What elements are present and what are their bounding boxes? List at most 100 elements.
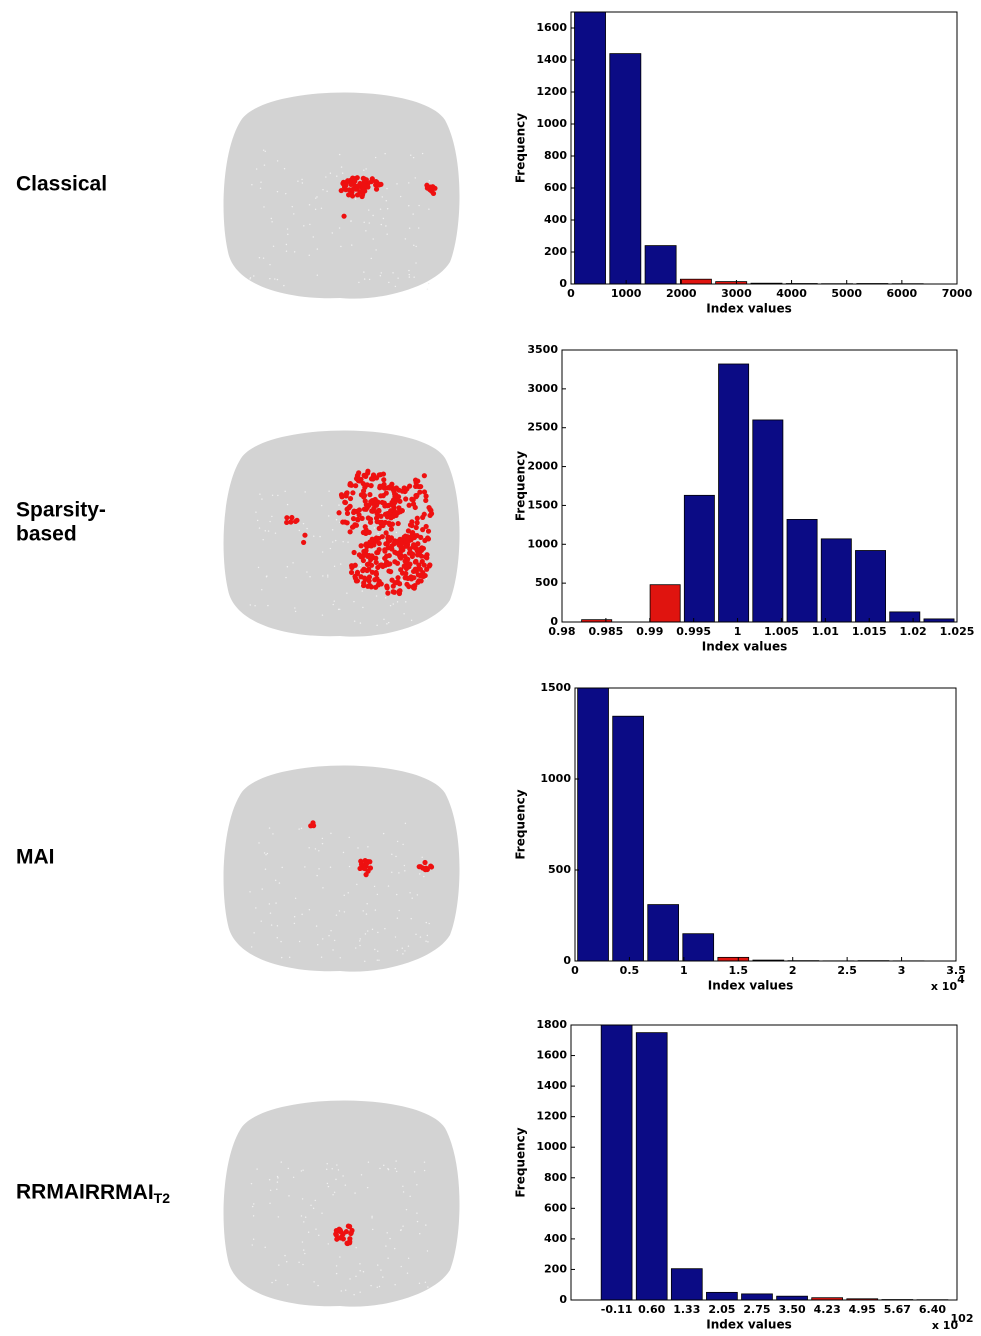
mesh-node: [251, 1183, 252, 1184]
mesh-node: [265, 854, 266, 855]
mesh-node: [336, 1164, 337, 1165]
mesh-node: [383, 1165, 384, 1166]
active-source: [415, 552, 420, 557]
mesh-node: [418, 205, 419, 206]
x-tick-label: 0.985: [588, 625, 623, 638]
active-source: [400, 489, 405, 494]
mesh-node: [261, 920, 262, 921]
mesh-node: [377, 1264, 378, 1265]
active-source: [425, 535, 430, 540]
mesh-node: [270, 913, 271, 914]
mesh-node: [292, 562, 293, 563]
active-source: [356, 470, 361, 475]
mesh-node: [275, 1280, 276, 1281]
active-source: [354, 523, 359, 528]
active-source: [397, 581, 402, 586]
bar: [574, 12, 605, 284]
mesh-node: [263, 150, 264, 151]
mesh-node: [413, 245, 414, 246]
bar: [706, 1292, 737, 1300]
mesh-node: [429, 180, 430, 181]
mesh-node: [405, 823, 406, 824]
mesh-node: [271, 221, 272, 222]
y-tick-label: 2500: [527, 421, 558, 434]
active-source: [302, 533, 307, 538]
mesh-node: [424, 1170, 425, 1171]
mesh-node: [251, 946, 252, 947]
active-source: [381, 477, 386, 482]
mesh-node: [359, 940, 360, 941]
y-axis-label: Frequency: [514, 113, 528, 183]
mesh-node: [260, 188, 261, 189]
mesh-node: [428, 923, 429, 924]
active-source: [373, 182, 378, 187]
active-source: [334, 1232, 339, 1237]
mesh-node: [348, 892, 349, 893]
mesh-node: [424, 1161, 425, 1162]
x-tick-label: 0.5: [620, 964, 640, 977]
mesh-node: [395, 856, 396, 857]
mesh-node: [309, 204, 310, 205]
active-source: [368, 517, 373, 522]
mesh-node: [408, 205, 409, 206]
mesh-node: [322, 887, 323, 888]
active-source: [367, 561, 372, 566]
mesh-node: [278, 1216, 279, 1217]
mesh-node: [286, 1261, 287, 1262]
mesh-node: [375, 157, 376, 158]
mesh-node: [281, 957, 282, 958]
mesh-node: [387, 1232, 388, 1233]
mesh-node: [351, 244, 352, 245]
head-surface: [224, 430, 460, 636]
mesh-node: [284, 1255, 285, 1256]
mesh-node: [338, 609, 339, 610]
active-source: [367, 492, 372, 497]
active-source: [381, 493, 386, 498]
mesh-node: [322, 838, 323, 839]
mesh-node: [365, 933, 366, 934]
y-tick-label: 400: [544, 1232, 567, 1245]
active-source: [363, 524, 368, 529]
mesh-node: [301, 179, 302, 180]
mesh-node: [408, 1258, 409, 1259]
mesh-node: [309, 576, 310, 577]
bar: [683, 934, 714, 961]
mesh-node: [287, 1284, 288, 1285]
mesh-node: [334, 600, 335, 601]
mesh-node: [277, 937, 278, 938]
mesh-node: [277, 191, 278, 192]
x-multiplier-exponent: 102: [951, 1312, 974, 1325]
mesh-node: [402, 1186, 403, 1187]
mesh-node: [371, 258, 372, 259]
active-source: [362, 576, 367, 581]
mesh-node: [259, 527, 260, 528]
mesh-node: [277, 160, 278, 161]
active-source: [378, 563, 383, 568]
mesh-node: [271, 218, 272, 219]
y-tick-label: 1500: [540, 681, 571, 694]
mesh-node: [264, 164, 265, 165]
mesh-node: [336, 519, 337, 520]
mesh-node: [250, 604, 251, 605]
mesh-node: [267, 853, 268, 854]
active-source: [293, 519, 298, 524]
mesh-node: [363, 169, 364, 170]
mesh-node: [405, 601, 406, 602]
mesh-node: [286, 251, 287, 252]
x-tick-label: 3.50: [779, 1303, 806, 1316]
mesh-node: [363, 910, 364, 911]
mesh-node: [411, 620, 412, 621]
mesh-node: [406, 1209, 407, 1210]
mesh-node: [274, 278, 275, 279]
mesh-node: [364, 278, 365, 279]
active-source: [338, 1229, 343, 1234]
active-source: [391, 589, 396, 594]
active-source: [406, 528, 411, 533]
y-tick-label: 1000: [536, 1140, 567, 1153]
mesh-node: [313, 236, 314, 237]
x-tick-label: 2.75: [743, 1303, 770, 1316]
active-source: [415, 520, 420, 525]
active-source: [348, 529, 353, 534]
mesh-node: [327, 575, 328, 576]
active-source: [366, 567, 371, 572]
